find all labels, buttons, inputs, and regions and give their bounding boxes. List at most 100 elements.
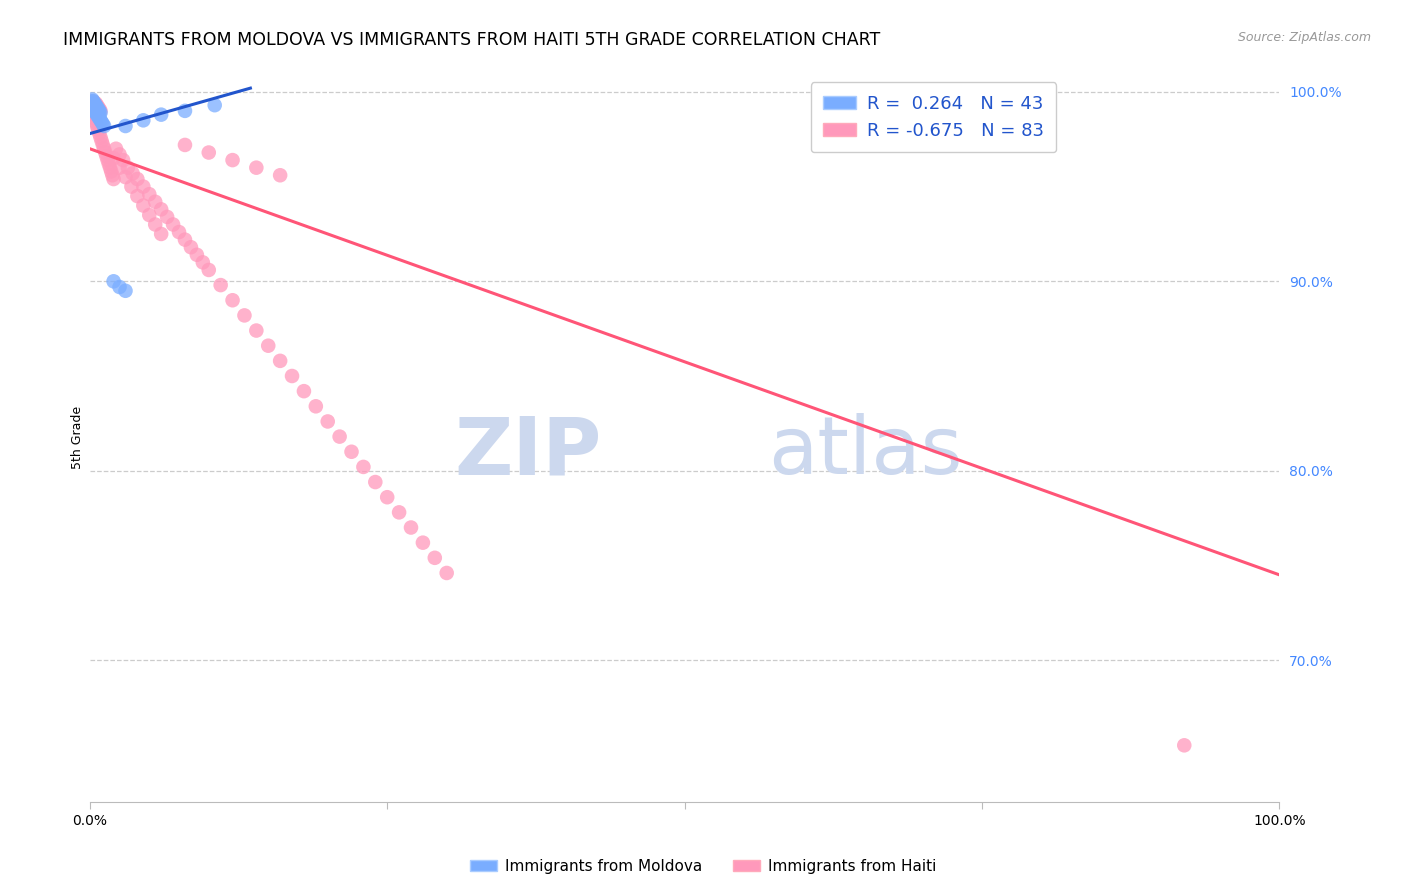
Point bbox=[86, 119, 108, 133]
Point bbox=[108, 280, 131, 294]
Point bbox=[101, 168, 124, 182]
Point bbox=[89, 103, 111, 118]
Point bbox=[87, 100, 110, 114]
Point bbox=[352, 459, 374, 474]
Text: ZIP: ZIP bbox=[454, 413, 602, 491]
Point bbox=[281, 369, 304, 384]
Point bbox=[121, 166, 143, 180]
Point bbox=[83, 98, 105, 112]
Point bbox=[98, 161, 121, 175]
Point bbox=[245, 161, 267, 175]
Point bbox=[1173, 739, 1195, 753]
Point bbox=[87, 105, 110, 120]
Point bbox=[127, 189, 149, 203]
Point bbox=[103, 172, 125, 186]
Point bbox=[100, 164, 122, 178]
Point bbox=[89, 112, 111, 126]
Point bbox=[108, 161, 131, 175]
Point bbox=[127, 172, 149, 186]
Point bbox=[117, 161, 139, 175]
Point bbox=[97, 153, 120, 167]
Point bbox=[269, 168, 291, 182]
Legend: Immigrants from Moldova, Immigrants from Haiti: Immigrants from Moldova, Immigrants from… bbox=[464, 853, 942, 880]
Point bbox=[83, 96, 105, 111]
Point bbox=[221, 153, 243, 167]
Point bbox=[82, 93, 104, 107]
Point bbox=[209, 278, 232, 293]
Point bbox=[82, 108, 104, 122]
Point bbox=[132, 198, 155, 212]
Point bbox=[82, 98, 104, 112]
Point bbox=[83, 100, 105, 114]
Point bbox=[150, 227, 173, 241]
Point bbox=[103, 274, 125, 288]
Point bbox=[174, 137, 197, 152]
Legend: R =  0.264   N = 43, R = -0.675   N = 83: R = 0.264 N = 43, R = -0.675 N = 83 bbox=[811, 82, 1056, 153]
Point bbox=[388, 505, 411, 519]
Point bbox=[84, 100, 107, 114]
Point bbox=[82, 103, 104, 118]
Point bbox=[204, 98, 226, 112]
Point bbox=[93, 142, 115, 156]
Point bbox=[86, 102, 108, 116]
Point bbox=[84, 105, 107, 120]
Point bbox=[84, 115, 107, 129]
Point bbox=[82, 95, 104, 109]
Point bbox=[86, 102, 108, 116]
Point bbox=[375, 490, 398, 504]
Point bbox=[89, 127, 111, 141]
Point bbox=[86, 98, 108, 112]
Point bbox=[83, 112, 105, 126]
Point bbox=[197, 145, 219, 160]
Point bbox=[186, 248, 208, 262]
Text: Source: ZipAtlas.com: Source: ZipAtlas.com bbox=[1237, 31, 1371, 45]
Point bbox=[104, 142, 127, 156]
Point bbox=[191, 255, 214, 269]
Point bbox=[87, 103, 110, 118]
Point bbox=[112, 153, 135, 167]
Point bbox=[167, 225, 190, 239]
Point bbox=[90, 134, 112, 148]
Point bbox=[96, 149, 118, 163]
Y-axis label: 5th Grade: 5th Grade bbox=[72, 406, 84, 469]
Point bbox=[89, 102, 111, 116]
Point bbox=[89, 130, 111, 145]
Point bbox=[138, 208, 160, 222]
Point bbox=[150, 202, 173, 217]
Point bbox=[114, 119, 136, 133]
Point bbox=[305, 400, 328, 414]
Point bbox=[436, 566, 458, 580]
Point bbox=[162, 218, 184, 232]
Point bbox=[89, 103, 111, 118]
Point bbox=[94, 145, 117, 160]
Point bbox=[83, 96, 105, 111]
Point bbox=[84, 100, 107, 114]
Point bbox=[108, 147, 131, 161]
Point bbox=[91, 117, 114, 131]
Text: atlas: atlas bbox=[768, 413, 962, 491]
Point bbox=[174, 103, 197, 118]
Point bbox=[316, 414, 339, 428]
Point bbox=[93, 119, 115, 133]
Point bbox=[364, 475, 387, 489]
Point bbox=[340, 444, 363, 458]
Point bbox=[114, 170, 136, 185]
Point bbox=[143, 194, 166, 209]
Point bbox=[97, 157, 120, 171]
Point bbox=[412, 535, 434, 549]
Text: IMMIGRANTS FROM MOLDOVA VS IMMIGRANTS FROM HAITI 5TH GRADE CORRELATION CHART: IMMIGRANTS FROM MOLDOVA VS IMMIGRANTS FR… bbox=[63, 31, 880, 49]
Point bbox=[87, 123, 110, 137]
Point bbox=[87, 110, 110, 124]
Point bbox=[103, 151, 125, 165]
Point bbox=[399, 520, 422, 534]
Point bbox=[84, 102, 107, 116]
Point bbox=[114, 284, 136, 298]
Point bbox=[174, 233, 197, 247]
Point bbox=[197, 263, 219, 277]
Point bbox=[180, 240, 202, 254]
Point bbox=[86, 103, 108, 118]
Point bbox=[233, 309, 256, 323]
Point bbox=[83, 98, 105, 112]
Point bbox=[292, 384, 315, 399]
Point bbox=[84, 96, 107, 111]
